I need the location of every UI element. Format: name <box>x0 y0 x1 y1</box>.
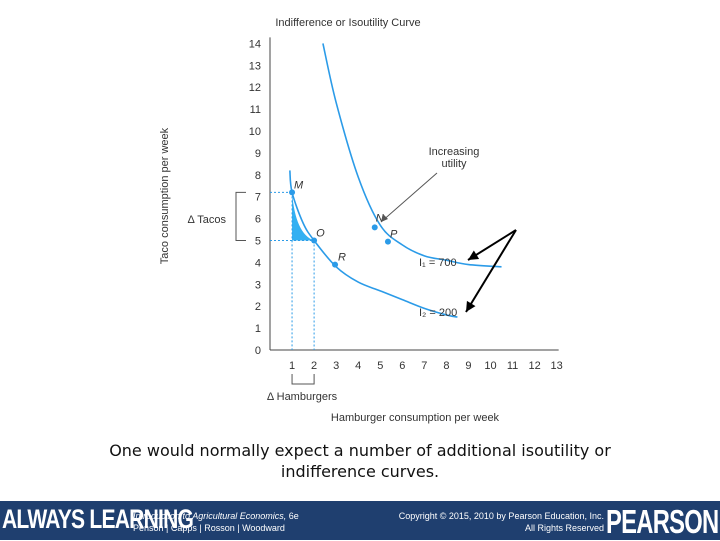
point-label-m: M <box>294 179 304 191</box>
x-tick-label: 10 <box>484 360 496 372</box>
caption-line-2: indifference curves. <box>280 462 440 481</box>
curve-arrow-i2-head <box>466 300 476 312</box>
y-tick-label: 9 <box>255 148 261 160</box>
point-n <box>371 224 378 231</box>
book-authors: Penson | Capps | Rosson | Woodward <box>133 523 285 533</box>
chart-title: Indifference or Isoutility Curve <box>275 17 420 29</box>
x-tick-label: 12 <box>528 360 540 372</box>
y-tick-label: 8 <box>255 170 261 182</box>
y-tick-label: 14 <box>249 38 261 50</box>
caption: One would normally expect a number of ad… <box>40 440 680 482</box>
copyright-notice: Copyright © 2015, 2010 by Pearson Educat… <box>360 510 604 534</box>
curve-label-i1: I₁ = 700 <box>419 257 457 269</box>
y-tick-label: 1 <box>255 323 261 335</box>
point-o <box>311 237 318 244</box>
y-tick-label: 4 <box>255 257 261 269</box>
delta-hamburgers-label: Δ Hamburgers <box>267 391 338 403</box>
x-tick-label: 2 <box>311 360 317 372</box>
caption-line-1: One would normally expect a number of ad… <box>109 441 611 460</box>
x-tick-label: 7 <box>421 360 427 372</box>
y-tick-label: 6 <box>255 214 261 226</box>
curve-arrow-i1-head <box>468 250 480 260</box>
x-tick-label: 9 <box>465 360 471 372</box>
point-m <box>289 189 296 196</box>
book-title: Introduction to Agricultural Economics, <box>133 511 287 521</box>
increasing-utility-arrow <box>380 172 438 223</box>
y-tick-label: 13 <box>249 60 261 72</box>
point-label-p: P <box>390 229 398 241</box>
x-tick-label: 3 <box>333 360 339 372</box>
x-tick-label: 11 <box>507 360 518 372</box>
y-tick-label: 2 <box>255 301 261 313</box>
delta-shaded-area <box>292 192 315 241</box>
x-tick-label: 6 <box>399 360 405 372</box>
x-tick-label: 13 <box>551 360 563 372</box>
indifference-curve-i2 <box>289 170 458 318</box>
indifference-chart: Indifference or Isoutility Curve01234567… <box>159 17 563 424</box>
x-tick-label: 4 <box>355 360 361 372</box>
point-label-o: O <box>316 228 325 240</box>
y-tick-label: 0 <box>255 345 261 357</box>
delta-hamburgers-bracket <box>291 374 315 385</box>
increasing-utility-arrowhead <box>381 214 388 222</box>
copyright-text: Copyright © 2015, 2010 by Pearson Educat… <box>398 511 604 521</box>
y-tick-label: 10 <box>249 126 261 138</box>
curve-arrow-i2 <box>465 229 517 313</box>
y-tick-label: 7 <box>255 192 261 204</box>
increasing-utility-label-line2: utility <box>441 158 467 170</box>
x-tick-label: 5 <box>377 360 383 372</box>
increasing-utility-label-line1: Increasing <box>429 146 480 158</box>
point-label-n: N <box>376 212 384 224</box>
pearson-logo: PEARSON <box>606 503 719 540</box>
book-edition: 6e <box>288 511 299 521</box>
footer-bar: ALWAYS LEARNING Introduction to Agricult… <box>0 501 720 540</box>
x-tick-label: 1 <box>289 360 295 372</box>
x-axis-label: Hamburger consumption per week <box>331 412 500 424</box>
point-label-r: R <box>338 252 346 264</box>
y-tick-label: 3 <box>255 279 261 291</box>
y-tick-label: 5 <box>255 236 261 248</box>
point-p <box>384 238 391 245</box>
delta-tacos-bracket <box>235 191 246 241</box>
rights-text: All Rights Reserved <box>524 523 604 533</box>
y-axis-label: Taco consumption per week <box>159 127 171 264</box>
delta-tacos-label: Δ Tacos <box>187 214 226 226</box>
always-learning-logo: ALWAYS LEARNING <box>2 504 194 534</box>
y-tick-label: 11 <box>250 104 261 116</box>
x-tick-label: 8 <box>443 360 449 372</box>
curve-label-i2: I₂ = 200 <box>419 307 457 319</box>
y-tick-label: 12 <box>249 82 261 94</box>
point-r <box>332 261 339 268</box>
indifference-curve-i1 <box>322 43 502 268</box>
book-credits: Introduction to Agricultural Economics, … <box>133 510 299 534</box>
